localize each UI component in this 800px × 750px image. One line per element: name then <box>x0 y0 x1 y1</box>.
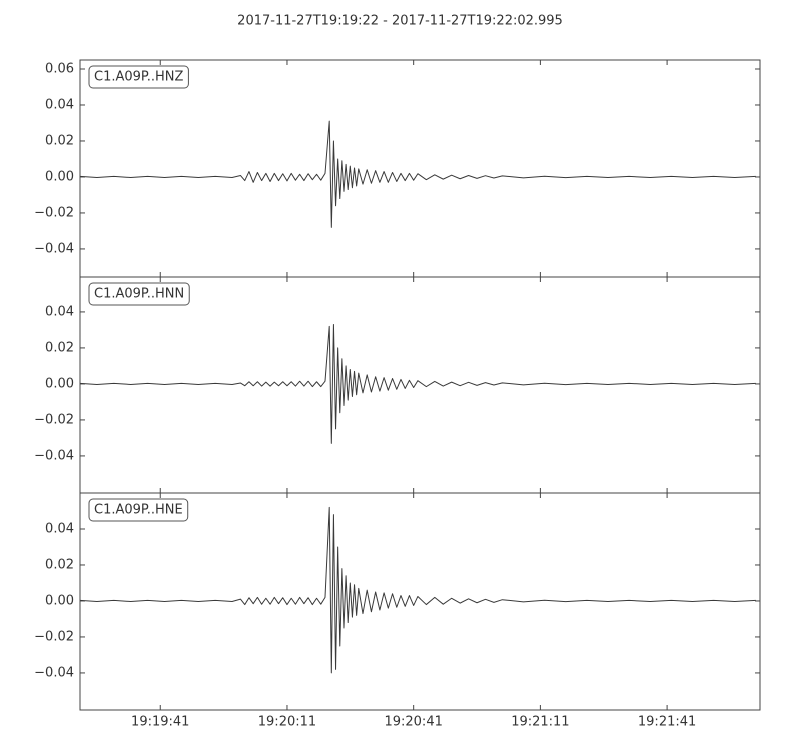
trace-label-box <box>88 65 189 89</box>
waveform <box>79 506 756 674</box>
y-tick-label: −0.04 <box>34 448 74 463</box>
y-tick-label: 0.00 <box>45 593 74 608</box>
y-tick-label: 0.02 <box>45 557 74 572</box>
y-tick-label: −0.02 <box>34 205 74 220</box>
x-tick-label: 19:20:11 <box>258 715 316 730</box>
y-tick-label: 0.00 <box>45 376 74 391</box>
trace-label: C1.A09P..HNN <box>94 287 184 302</box>
plot-frame <box>79 492 761 711</box>
y-tick-label: 0.00 <box>45 169 74 184</box>
y-tick-label: −0.02 <box>34 412 74 427</box>
waveform <box>79 120 756 228</box>
trace-label-box <box>88 498 189 522</box>
trace-label: C1.A09P..HNE <box>94 503 183 518</box>
x-tick-label: 19:21:11 <box>511 715 569 730</box>
y-tick-label: 0.04 <box>45 521 74 536</box>
y-tick-label: 0.02 <box>45 340 74 355</box>
y-tick-label: 0.04 <box>45 304 74 319</box>
y-tick-label: 0.02 <box>45 133 74 148</box>
trace-label: C1.A09P..HNZ <box>94 70 183 85</box>
waveform <box>79 324 756 444</box>
y-tick-label: 0.06 <box>45 61 74 76</box>
y-tick-label: −0.04 <box>34 241 74 256</box>
x-tick-label: 19:20:41 <box>384 715 442 730</box>
y-tick-label: −0.04 <box>34 665 74 680</box>
trace-label-box <box>88 282 190 306</box>
y-tick-label: −0.02 <box>34 629 74 644</box>
x-tick-label: 19:21:41 <box>638 715 696 730</box>
y-tick-label: 0.04 <box>45 97 74 112</box>
x-tick-label: 19:19:41 <box>131 715 189 730</box>
chart-title: 2017-11-27T19:19:22 - 2017-11-27T19:22:0… <box>237 14 563 29</box>
